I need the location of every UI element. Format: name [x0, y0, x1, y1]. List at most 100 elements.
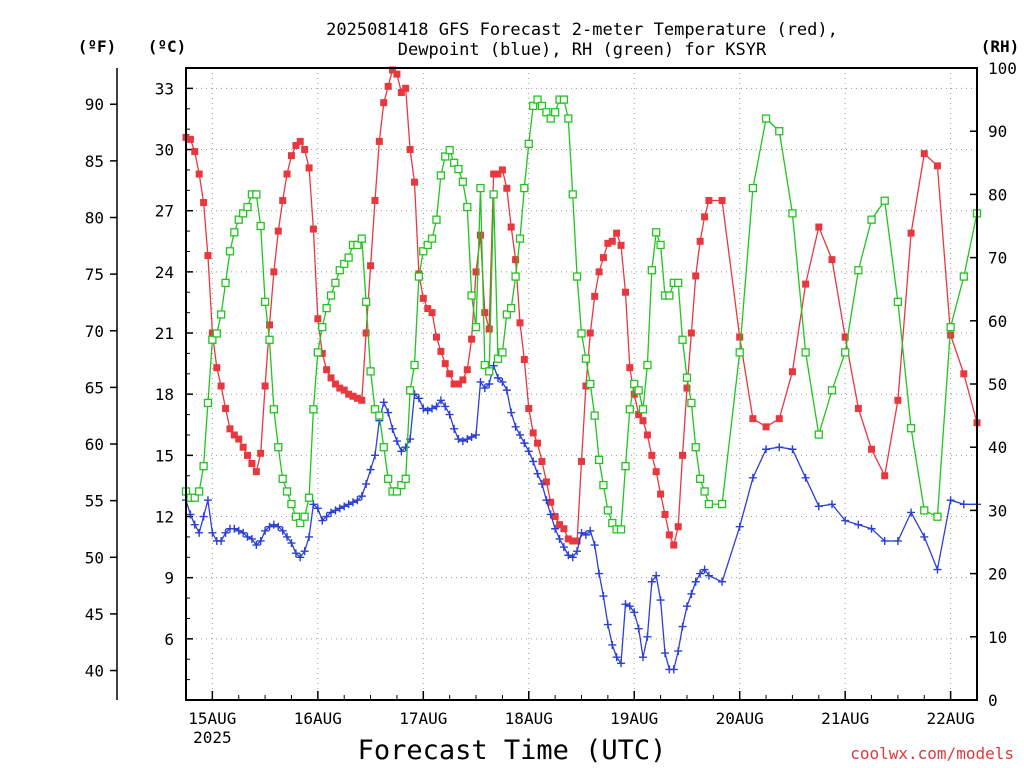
rh-point — [533, 95, 542, 104]
celsius-tick-label: 18 — [155, 385, 174, 404]
dewpoint-point — [590, 541, 599, 550]
dewpoint-point — [551, 524, 560, 533]
dewpoint-point — [291, 549, 300, 558]
temperature-point — [222, 404, 230, 412]
dewpoint-point — [445, 410, 454, 419]
temperature-point — [788, 368, 796, 376]
x-tick-label: 20AUG — [716, 709, 764, 728]
dewpoint-point — [529, 457, 538, 466]
dewpoint-point — [256, 536, 265, 545]
celsius-axis: 6 9 12 15 18 21 24 27 30 33 — [155, 67, 193, 681]
dewpoint-point — [331, 506, 340, 515]
temperature-point — [380, 99, 388, 107]
dewpoint-point — [428, 404, 437, 413]
dewpoint-point — [252, 541, 261, 550]
rh-point — [353, 240, 362, 250]
temperature-point — [375, 137, 383, 145]
temperature-point — [472, 268, 480, 276]
rh-point — [546, 114, 555, 123]
temperature-point — [498, 166, 506, 174]
temperature-point — [371, 197, 379, 205]
dewpoint-point — [735, 522, 744, 531]
temperature-point — [749, 415, 757, 423]
dewpoint-point — [357, 492, 366, 501]
rh-point — [550, 108, 560, 117]
dewpoint-point — [762, 445, 771, 454]
dewpoint-point — [669, 665, 678, 674]
dewpoint-point — [370, 451, 379, 460]
dewpoint-point — [502, 386, 511, 395]
dewpoint-point — [392, 437, 401, 446]
rh-axis-label: (RH) — [981, 37, 1020, 56]
dewpoint-point — [419, 404, 428, 413]
temperature-point — [828, 256, 836, 264]
fahrenheit-tick-label: 45 — [85, 605, 104, 624]
dewpoint-point — [687, 589, 696, 598]
dewpoint-point — [718, 577, 727, 586]
dewpoint-point — [568, 553, 577, 562]
dewpoint-point — [643, 632, 652, 641]
temperature-point — [534, 439, 542, 447]
rh-point — [656, 240, 665, 250]
dewpoint-point — [348, 498, 357, 507]
temperature-point — [613, 229, 621, 237]
temperature-point — [736, 333, 744, 341]
rh-point — [594, 455, 604, 464]
dewpoint-point — [581, 530, 590, 539]
rh-point — [814, 430, 823, 439]
temperature-point — [582, 382, 590, 390]
dewpoint-point — [313, 504, 322, 513]
temperature-point — [701, 213, 709, 221]
temperature-point — [411, 178, 419, 186]
temperature-point — [687, 329, 695, 337]
dewpoint-point — [458, 437, 467, 446]
dewpoint-point — [199, 512, 208, 521]
chart-title-line-2: Dewpoint (blue), RH (green) for KSYR — [398, 40, 767, 60]
rh-point — [507, 304, 516, 313]
rh-point — [568, 190, 577, 199]
dewpoint-point — [335, 504, 344, 513]
temperature-point — [406, 146, 414, 154]
temperature-point — [261, 382, 269, 390]
temperature-point — [933, 162, 941, 170]
dewpoint-point — [696, 569, 705, 578]
dewpoint-point — [625, 602, 634, 611]
rh-point — [841, 348, 850, 357]
temperature-point — [367, 262, 375, 270]
dewpoint-point — [476, 377, 485, 386]
dewpoint-point — [195, 528, 204, 537]
dewpoint-point — [788, 445, 797, 454]
celsius-tick-label: 6 — [164, 630, 174, 649]
dewpoint-point — [379, 398, 388, 407]
temperature-point — [560, 525, 568, 533]
temperature-point — [397, 88, 405, 96]
fahrenheit-axis-label: (ºF) — [78, 37, 117, 56]
celsius-tick-label: 24 — [155, 263, 174, 282]
dewpoint-point — [498, 377, 507, 386]
temperature-point — [665, 531, 673, 539]
rh-point — [326, 291, 336, 300]
dewpoint-point — [278, 526, 287, 535]
rh-point — [260, 297, 270, 306]
rh-point — [608, 518, 617, 528]
temperature-point — [604, 239, 612, 247]
rh-point — [643, 360, 652, 370]
rh-point — [221, 278, 230, 288]
temperature-point — [459, 376, 467, 384]
temperature-point — [186, 135, 194, 143]
temperature-point — [432, 333, 440, 341]
rh-point — [190, 493, 199, 502]
temperature-point — [454, 380, 462, 388]
dewpoint-point — [775, 443, 784, 452]
dewpoint-point — [577, 528, 586, 537]
plot-frame — [185, 67, 978, 701]
temperature-point — [257, 449, 265, 457]
rh-point — [630, 379, 639, 389]
dewpoint-point — [893, 536, 902, 545]
temperature-point — [907, 229, 915, 237]
rh-point — [704, 499, 714, 509]
rh-point — [463, 202, 472, 212]
x-tick-label: 16AUG — [294, 709, 342, 728]
temperature-point — [802, 280, 810, 288]
